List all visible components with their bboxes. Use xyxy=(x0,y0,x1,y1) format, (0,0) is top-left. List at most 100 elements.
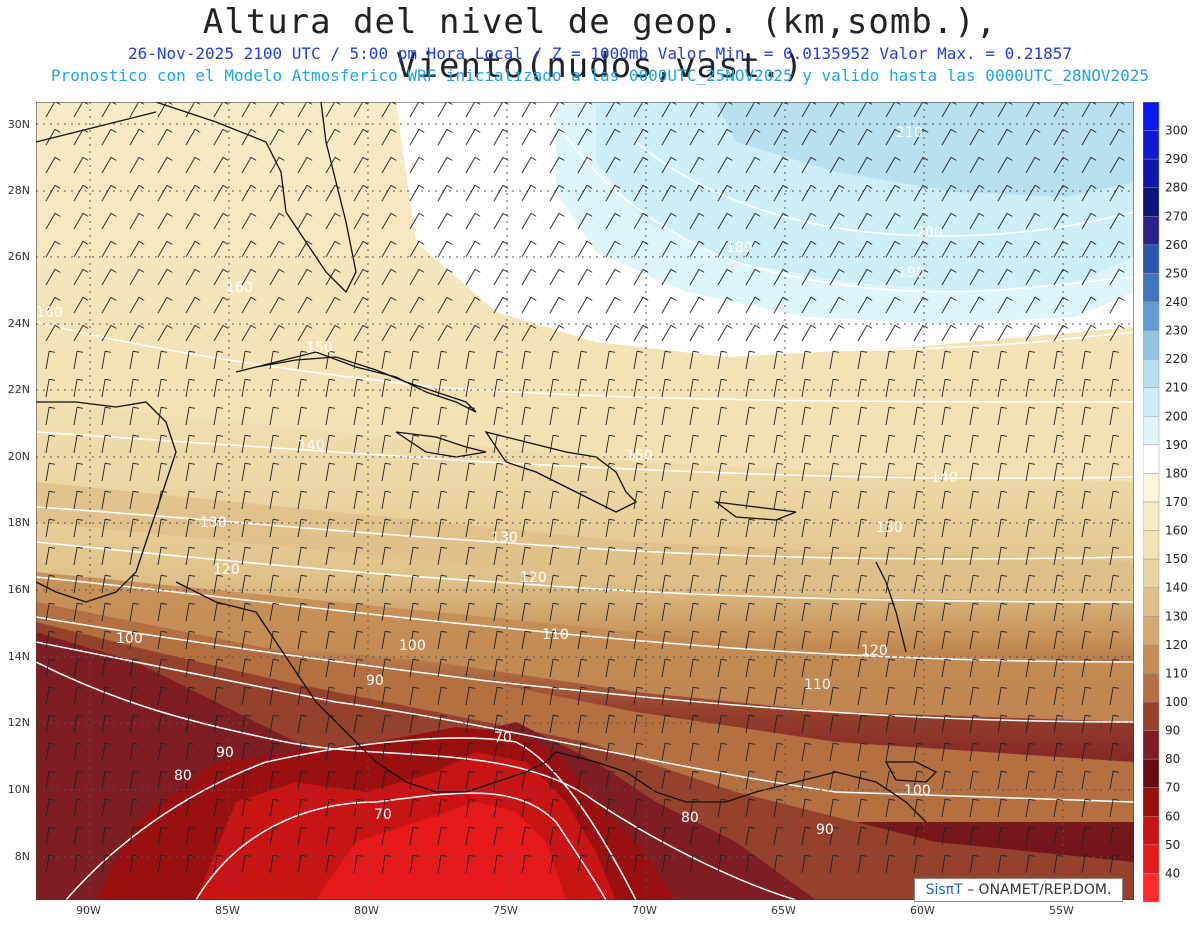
wind-barb xyxy=(269,434,280,454)
contour-label: 150 xyxy=(626,448,653,464)
wind-barb xyxy=(297,518,308,538)
wind-barb xyxy=(969,156,985,174)
wind-barb xyxy=(717,714,728,734)
wind-barb xyxy=(801,686,812,706)
wind-barb xyxy=(577,574,588,594)
wind-barb xyxy=(297,184,313,202)
wind-barb xyxy=(1025,546,1036,566)
wind-barb xyxy=(885,826,896,846)
wind-barb xyxy=(1025,658,1036,678)
wind-barb xyxy=(689,826,700,846)
wind-barb xyxy=(829,602,840,622)
wind-barb xyxy=(493,462,504,482)
wind-barb xyxy=(185,212,201,230)
wind-barb xyxy=(129,742,140,762)
wind-barb xyxy=(773,770,784,790)
wind-barb xyxy=(213,798,224,818)
wind-barb xyxy=(185,686,196,706)
wind-barb xyxy=(577,324,593,342)
wind-barb xyxy=(45,212,61,230)
wind-barb xyxy=(381,128,397,146)
wind-barb xyxy=(409,490,420,510)
wind-barb xyxy=(241,462,252,482)
wind-barb xyxy=(157,350,168,370)
wind-barb xyxy=(801,212,817,230)
contour-label: 190 xyxy=(898,265,925,281)
wind-barb xyxy=(521,128,537,146)
wind-barb xyxy=(101,546,112,566)
wind-barb xyxy=(717,686,728,706)
lat-label: 18N xyxy=(7,516,30,529)
wind-barb xyxy=(801,490,812,510)
wind-barb xyxy=(325,770,336,790)
wind-barb xyxy=(605,518,616,538)
wind-barb xyxy=(101,490,112,510)
wind-barb xyxy=(997,546,1008,566)
wind-barb xyxy=(381,156,397,174)
wind-barb xyxy=(941,156,957,174)
wind-barb xyxy=(1025,490,1036,510)
wind-barb xyxy=(185,854,196,874)
wind-barb xyxy=(1053,658,1064,678)
colorbar-label: 140 xyxy=(1165,581,1188,595)
contour-label: 100 xyxy=(399,638,426,654)
wind-barb xyxy=(409,268,425,286)
wind-barb xyxy=(521,630,532,650)
wind-barb xyxy=(213,742,224,762)
wind-barb xyxy=(633,602,644,622)
wind-barb xyxy=(829,324,845,342)
wind-barb xyxy=(129,128,145,146)
wind-barb xyxy=(829,462,840,482)
wind-barb xyxy=(717,212,733,230)
wind-barb xyxy=(829,630,840,650)
wind-barb xyxy=(353,826,364,846)
wind-barb xyxy=(493,212,509,230)
wind-barb xyxy=(857,826,868,846)
wind-barb xyxy=(465,350,476,370)
wind-barb xyxy=(465,184,481,202)
wind-barb xyxy=(325,462,336,482)
wind-barb xyxy=(45,102,61,118)
wind-barb xyxy=(381,462,392,482)
wind-barb xyxy=(437,406,448,426)
wind-barb xyxy=(1025,296,1041,314)
wind-barb xyxy=(689,350,700,370)
wind-barb xyxy=(829,518,840,538)
wind-barb xyxy=(493,128,509,146)
wind-barb xyxy=(633,714,644,734)
wind-barb xyxy=(269,798,280,818)
wind-barb xyxy=(689,434,700,454)
wind-barb xyxy=(1109,602,1120,622)
wind-barb xyxy=(521,714,532,734)
wind-barb xyxy=(353,630,364,650)
wind-barb xyxy=(297,378,308,398)
wind-barb xyxy=(269,826,280,846)
wind-barb xyxy=(1025,742,1036,762)
colorbar-swatch xyxy=(1143,873,1160,902)
wind-barb xyxy=(717,826,728,846)
wind-barb xyxy=(1053,350,1064,370)
wind-barb xyxy=(661,714,672,734)
wind-barb xyxy=(1025,268,1041,286)
wind-barb xyxy=(269,714,280,734)
wind-barb xyxy=(689,742,700,762)
wind-barb xyxy=(605,378,616,398)
lat-label: 22N xyxy=(7,383,30,396)
wind-barb xyxy=(1109,406,1120,426)
wind-barb xyxy=(885,574,896,594)
wind-barb xyxy=(493,434,504,454)
wind-barb xyxy=(269,602,280,622)
wind-barb xyxy=(129,184,145,202)
wind-barb xyxy=(45,324,61,342)
wind-barb xyxy=(45,296,61,314)
wind-barb xyxy=(801,854,812,874)
wind-barb xyxy=(437,324,453,342)
colorbar-swatch xyxy=(1143,730,1160,760)
credit-text: – ONAMET/REP.DOM. xyxy=(967,882,1112,898)
wind-barb xyxy=(45,240,61,258)
wind-barb xyxy=(437,296,453,314)
colorbar-swatch xyxy=(1143,501,1160,531)
wind-barb xyxy=(661,518,672,538)
wind-barb xyxy=(297,854,308,874)
wind-barb xyxy=(213,212,229,230)
